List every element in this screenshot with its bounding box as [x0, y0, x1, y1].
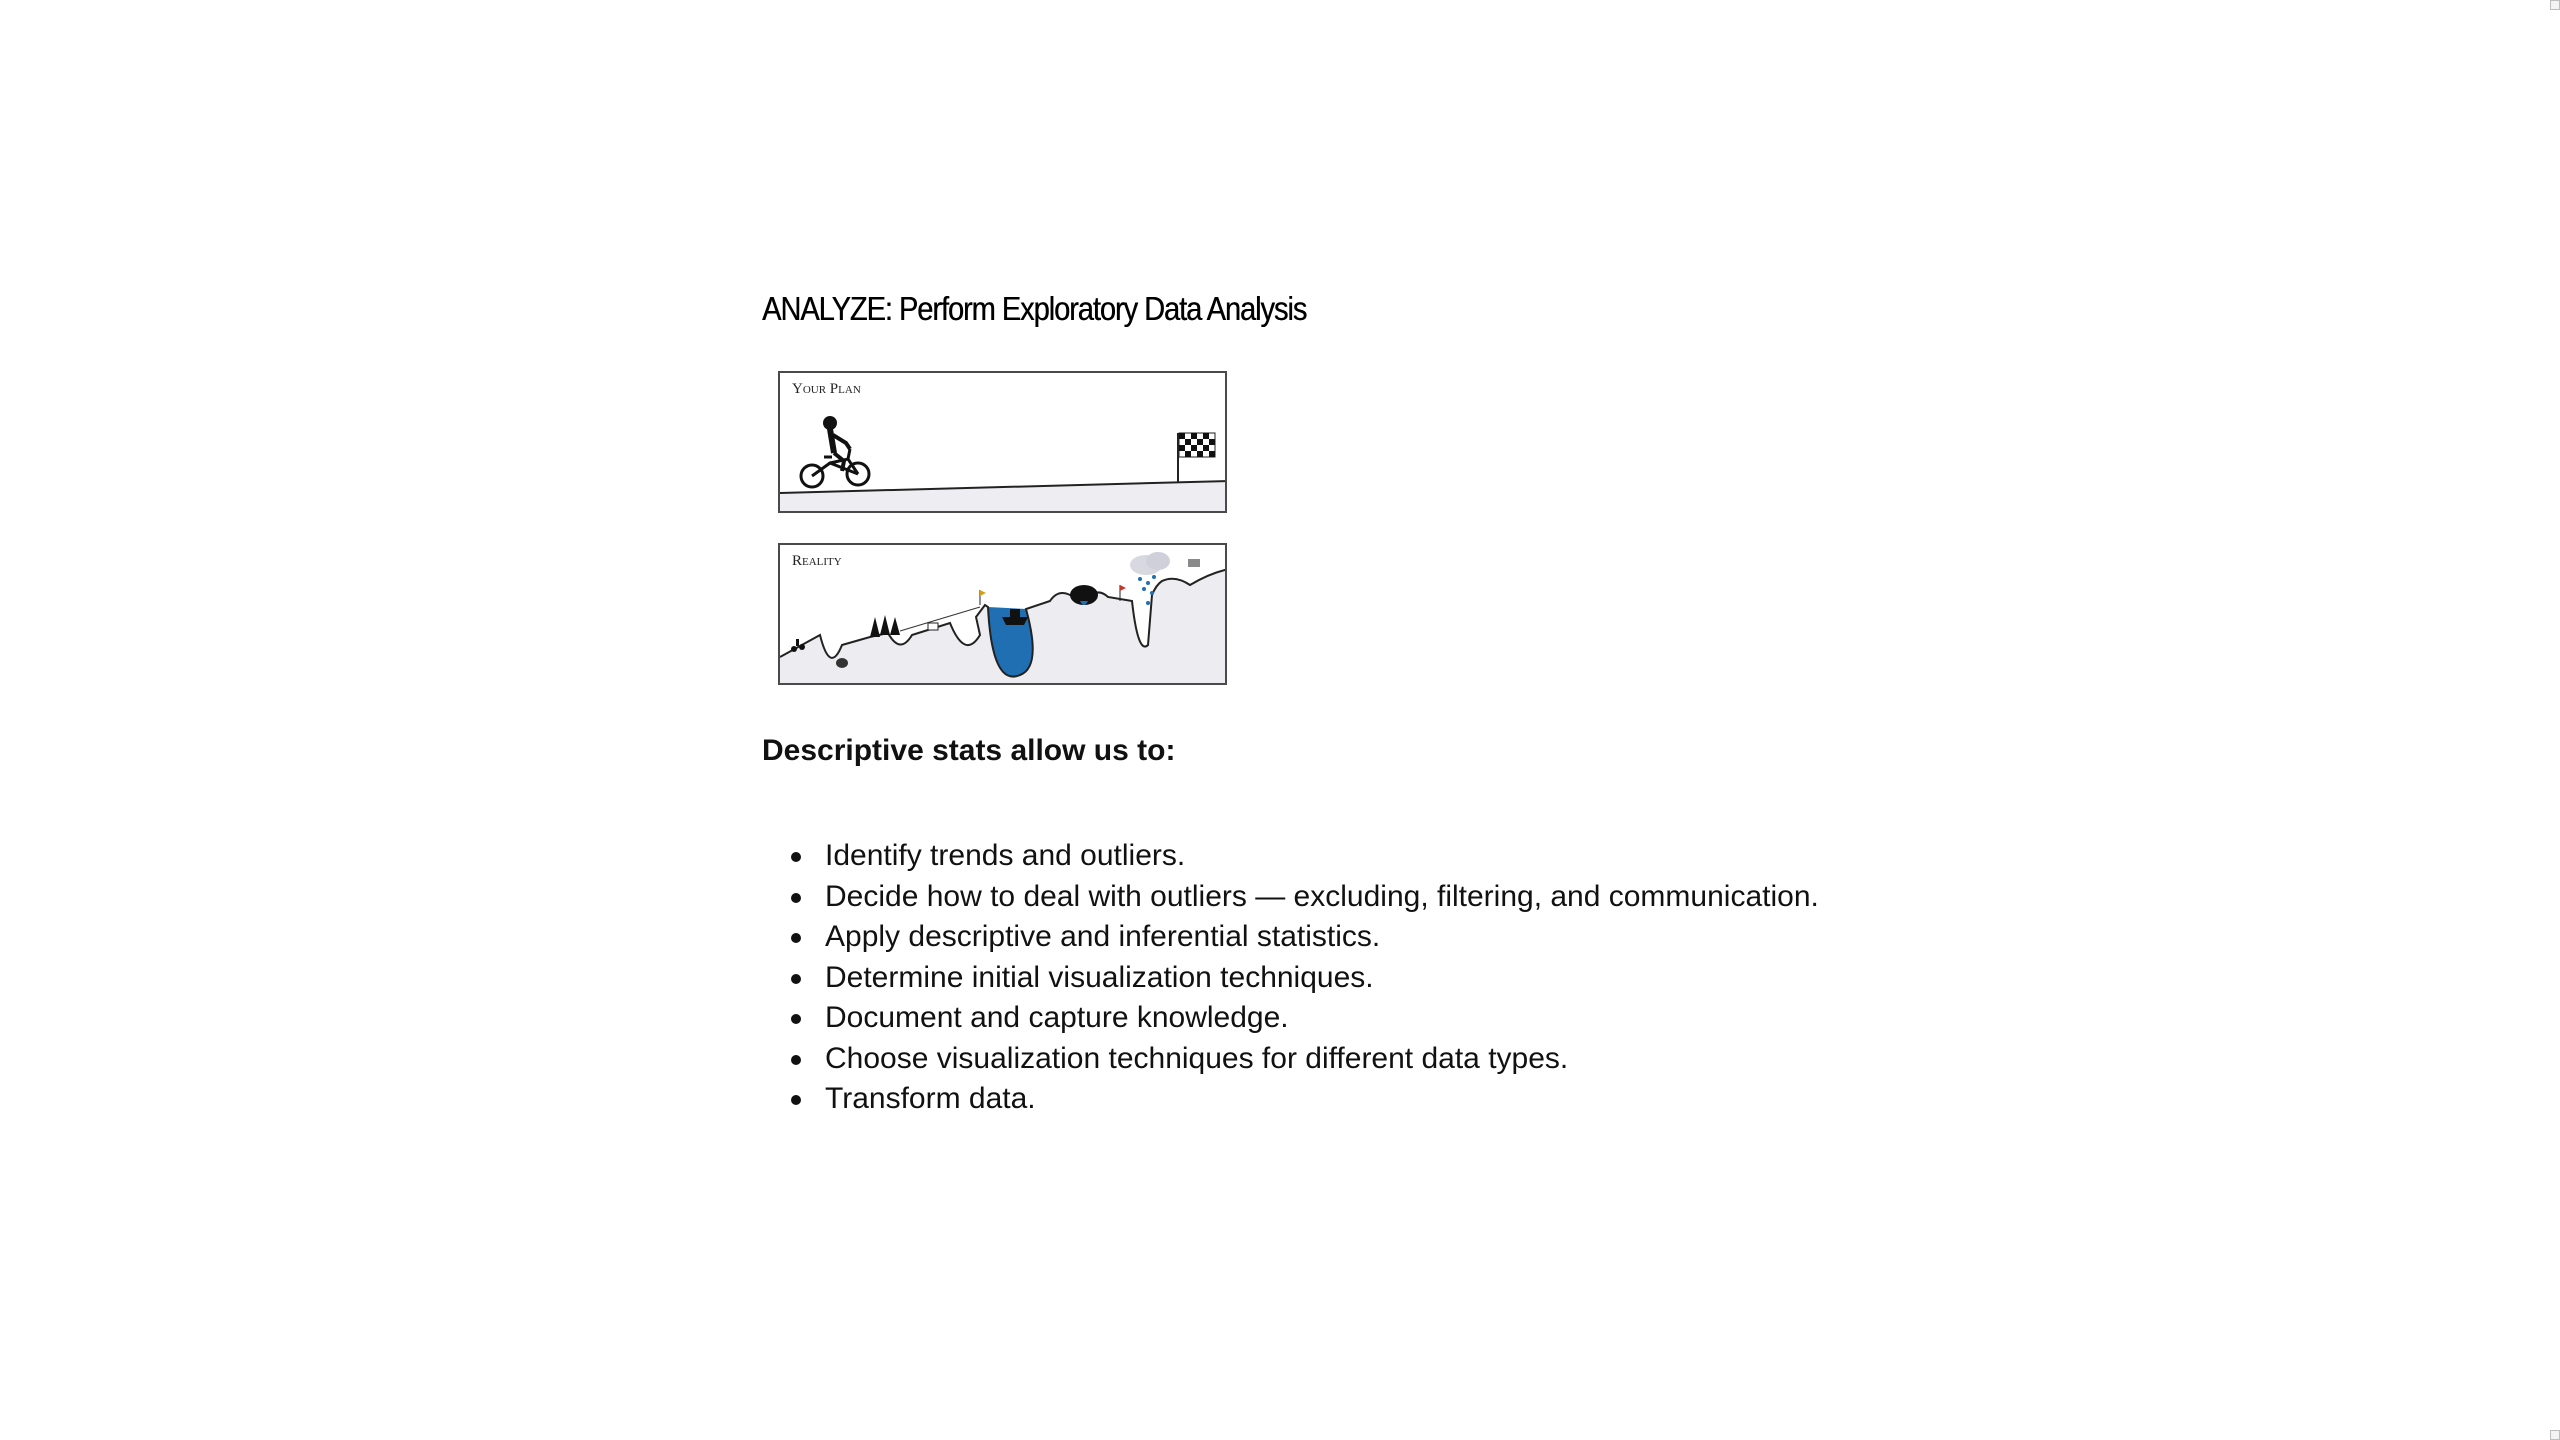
bullet-item: Apply descriptive and inferential statis… — [791, 917, 1819, 958]
bullet-item: Decide how to deal with outliers — exclu… — [791, 877, 1819, 918]
storm-cloud-icon — [1130, 552, 1170, 605]
finish-flag-icon — [1177, 432, 1216, 483]
plan-illustration: Your Plan — [778, 371, 1227, 513]
bullet-item: Choose visualization techniques for diff… — [791, 1039, 1819, 1080]
small-cyclist-icon — [791, 639, 805, 652]
resize-handle-top-right[interactable] — [2550, 0, 2560, 10]
bullet-list: Identify trends and outliers. Decide how… — [762, 836, 1819, 1120]
reality-drawing — [780, 552, 1225, 683]
slide-title: ANALYZE: Perform Exploratory Data Analys… — [762, 290, 1307, 327]
reality-illustration: Reality — [778, 543, 1227, 685]
subheading: Descriptive stats allow us to: — [762, 734, 1176, 767]
plan-drawing — [780, 416, 1225, 511]
reality-label: Reality — [792, 553, 842, 569]
bullet-item: Determine initial visualization techniqu… — [791, 958, 1819, 999]
boat-icon — [1002, 609, 1028, 625]
cyclist-icon — [799, 416, 871, 489]
resize-handle-bottom-right[interactable] — [2550, 1430, 2560, 1440]
trees-icon — [870, 615, 900, 637]
bullet-item: Transform data. — [791, 1079, 1819, 1120]
bullet-item: Identify trends and outliers. — [791, 836, 1819, 877]
bullet-item: Document and capture knowledge. — [791, 998, 1819, 1039]
plan-label: Your Plan — [792, 381, 861, 397]
